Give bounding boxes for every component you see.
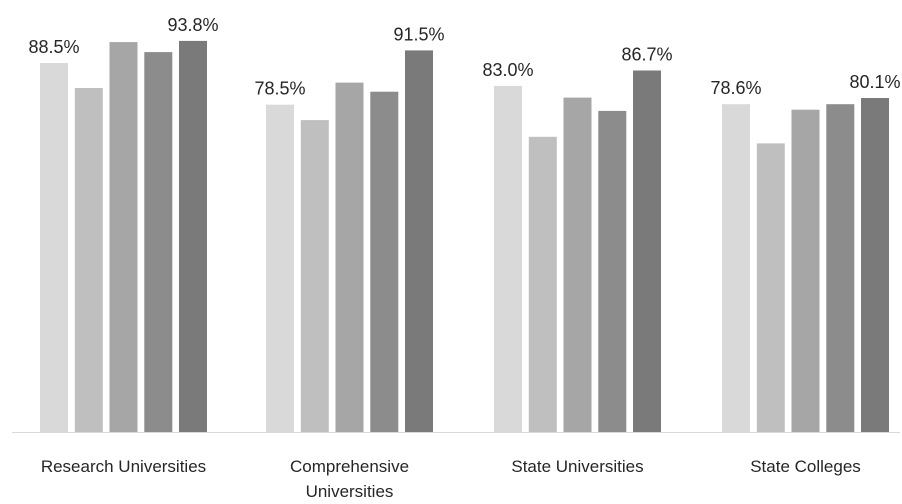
- data-label-1: 93.8%: [167, 15, 218, 35]
- category-label-line: Research Universities: [41, 457, 206, 476]
- bar-c3-s2: [791, 109, 820, 432]
- bar-c2-s1: [528, 136, 557, 433]
- bar-c1-s2: [335, 82, 364, 432]
- data-label-0: 88.5%: [28, 37, 79, 57]
- data-label-5: 86.7%: [621, 45, 672, 65]
- bar-c2-s0: [494, 85, 522, 433]
- data-label-3: 91.5%: [393, 24, 444, 44]
- bar-c1-s3: [370, 91, 399, 432]
- category-label-1: Comprehensive Universities: [290, 457, 409, 501]
- bar-c3-s3: [826, 104, 855, 432]
- bar-c1-s0: [266, 104, 294, 432]
- data-label-6: 78.6%: [710, 78, 761, 98]
- bar-c1-s1: [300, 120, 329, 432]
- bar-c3-s1: [756, 143, 785, 432]
- data-label-2: 78.5%: [254, 79, 305, 99]
- category-label-line: Comprehensive: [290, 457, 409, 476]
- data-label-4: 83.0%: [482, 60, 533, 80]
- category-label-line: State Universities: [511, 457, 643, 476]
- bar-c0-s2: [109, 42, 138, 432]
- bar-c1-s4: [405, 50, 433, 433]
- bar-c2-s2: [563, 97, 592, 432]
- bars-group: [40, 40, 889, 433]
- category-label-3: State Colleges: [750, 457, 861, 476]
- bar-c0-s0: [40, 63, 68, 432]
- bar-c3-s0: [722, 104, 750, 432]
- category-labels-group: Research Universities Comprehensive Univer…: [41, 457, 861, 501]
- category-label-2: State Universities: [511, 457, 643, 476]
- bar-c0-s1: [74, 88, 103, 432]
- data-labels-group: 88.5% 93.8% 78.5% 91.5% 83.0% 86.7% 78.6% 80.1%: [28, 15, 900, 99]
- bar-c0-s3: [144, 52, 173, 432]
- category-label-line: State Colleges: [750, 457, 861, 476]
- data-label-7: 80.1%: [849, 72, 900, 92]
- bar-c2-s3: [598, 110, 627, 433]
- category-label-0: Research Universities: [41, 457, 206, 476]
- bar-c3-s4: [861, 98, 889, 432]
- bar-c0-s4: [179, 40, 207, 433]
- category-label-line: Universities: [306, 482, 394, 501]
- bar-c2-s4: [633, 70, 661, 432]
